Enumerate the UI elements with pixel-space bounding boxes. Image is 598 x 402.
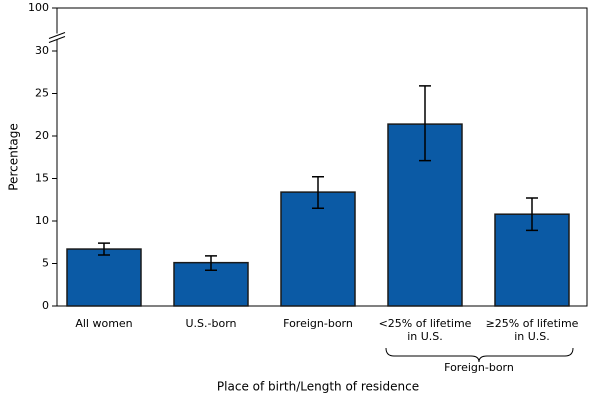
group-label: Foreign-born: [444, 361, 514, 374]
x-tick-label: in U.S.: [407, 330, 443, 343]
x-tick-label: Foreign-born: [283, 317, 353, 330]
x-tick-label: U.S.-born: [185, 317, 236, 330]
x-tick-label: All women: [75, 317, 132, 330]
bar: [387, 123, 463, 307]
error-bar: [526, 197, 538, 232]
y-axis-label: Percentage: [7, 123, 21, 191]
y-tick-label: 5: [42, 257, 49, 270]
y-tick-label: 100: [28, 1, 49, 14]
y-tick-label: 20: [35, 129, 49, 142]
bar: [280, 191, 356, 307]
axis-break-gap: [49, 33, 65, 40]
y-tick-label: 15: [35, 172, 49, 185]
error-bar: [419, 85, 431, 162]
x-tick-label: <25% of lifetime: [379, 317, 472, 330]
y-tick-label: 0: [42, 299, 49, 312]
error-bar: [205, 255, 217, 272]
x-axis-label: Place of birth/Length of residence: [217, 380, 419, 394]
y-tick-label: 30: [35, 44, 49, 57]
x-tick-label: in U.S.: [514, 330, 550, 343]
bar: [66, 248, 142, 307]
error-bar: [312, 176, 324, 209]
group-brace: [385, 347, 574, 363]
axis-break: [48, 36, 66, 43]
axis-break: [48, 32, 66, 39]
error-bar: [98, 242, 110, 256]
y-tick-label: 25: [35, 87, 49, 100]
y-tick-label: 10: [35, 214, 49, 227]
x-tick-label: ≥25% of lifetime: [486, 317, 579, 330]
